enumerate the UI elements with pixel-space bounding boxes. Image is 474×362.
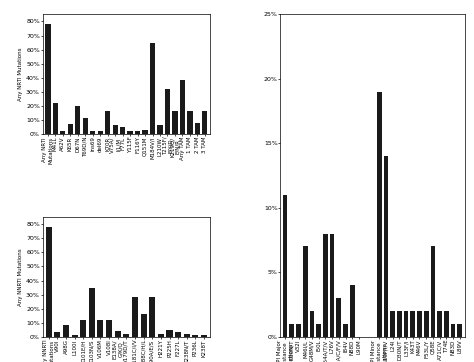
Bar: [141, 314, 146, 337]
Bar: [98, 320, 103, 337]
Bar: [72, 335, 78, 337]
Bar: [201, 335, 207, 337]
Bar: [150, 43, 155, 134]
Bar: [184, 334, 190, 337]
Bar: [173, 111, 178, 134]
Bar: [60, 131, 65, 134]
Bar: [63, 325, 69, 337]
Bar: [53, 103, 58, 134]
Bar: [128, 131, 133, 134]
Bar: [457, 324, 462, 337]
Bar: [142, 130, 148, 134]
Bar: [75, 106, 81, 134]
Bar: [316, 324, 321, 337]
Bar: [132, 297, 138, 337]
Bar: [296, 324, 301, 337]
Bar: [115, 331, 121, 337]
Bar: [46, 24, 51, 134]
Bar: [157, 125, 163, 134]
Bar: [350, 285, 355, 337]
Bar: [438, 311, 442, 337]
Bar: [106, 320, 112, 337]
Bar: [310, 311, 314, 337]
Bar: [105, 111, 110, 134]
Bar: [410, 311, 415, 337]
Bar: [397, 311, 401, 337]
Text: A: A: [123, 220, 129, 229]
Bar: [46, 227, 52, 337]
Bar: [337, 298, 341, 337]
Bar: [404, 311, 409, 337]
Bar: [98, 131, 103, 134]
Bar: [417, 311, 422, 337]
Y-axis label: Any NNRTI Mutations: Any NNRTI Mutations: [18, 248, 23, 306]
Bar: [158, 334, 164, 337]
Bar: [343, 324, 348, 337]
Bar: [430, 247, 435, 337]
Bar: [187, 111, 192, 134]
Bar: [123, 334, 129, 337]
Bar: [283, 195, 287, 337]
Bar: [383, 156, 388, 337]
Bar: [82, 118, 88, 134]
Bar: [323, 233, 328, 337]
Bar: [290, 324, 294, 337]
Bar: [68, 124, 73, 134]
Bar: [202, 111, 208, 134]
Bar: [195, 123, 200, 134]
Bar: [55, 332, 60, 337]
Bar: [303, 247, 308, 337]
Y-axis label: Any NRTI Mutations: Any NRTI Mutations: [18, 47, 23, 101]
Bar: [444, 311, 449, 337]
Bar: [120, 127, 125, 134]
Bar: [390, 311, 395, 337]
Bar: [89, 287, 95, 337]
Bar: [166, 330, 173, 337]
Bar: [175, 332, 181, 337]
Bar: [377, 92, 382, 337]
Bar: [424, 311, 428, 337]
Bar: [112, 125, 118, 134]
Bar: [330, 233, 335, 337]
Bar: [451, 324, 456, 337]
Bar: [192, 335, 199, 337]
Bar: [180, 80, 185, 134]
Bar: [80, 320, 86, 337]
Bar: [149, 297, 155, 337]
Bar: [135, 131, 140, 134]
Bar: [165, 89, 170, 134]
Bar: [90, 131, 95, 134]
